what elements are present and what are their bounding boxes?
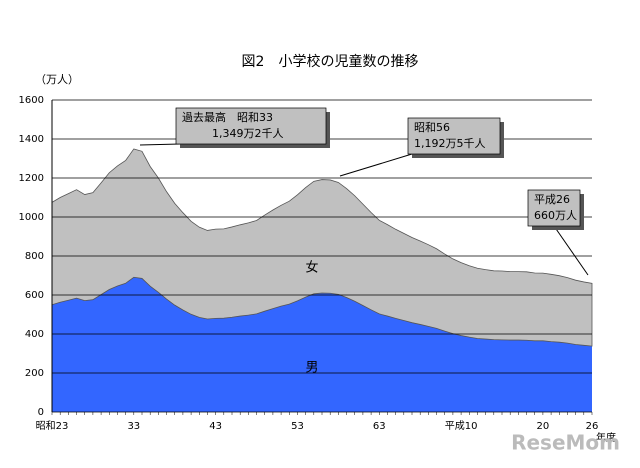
annotation-text: 平成26 bbox=[534, 193, 570, 206]
chart-title: 図2 小学校の児童数の推移 bbox=[242, 53, 419, 70]
arrow bbox=[139, 143, 181, 146]
x-tick-label: 33 bbox=[127, 421, 140, 432]
y-tick-label: 800 bbox=[25, 251, 44, 262]
y-tick-label: 1400 bbox=[19, 134, 44, 145]
y-tick-label: 1200 bbox=[19, 173, 44, 184]
annotation-text: 660万人 bbox=[534, 209, 577, 222]
arrow bbox=[553, 225, 589, 276]
annotation-text: 1,192万5千人 bbox=[414, 137, 486, 150]
annotation-text: 昭和56 bbox=[414, 121, 450, 134]
x-axis-label: 年度 bbox=[596, 431, 616, 444]
area bbox=[51, 148, 593, 347]
y-tick-label: 0 bbox=[38, 407, 44, 418]
x-tick-label: 63 bbox=[373, 421, 386, 432]
annotation-box bbox=[175, 107, 327, 145]
legend-entry: 女 bbox=[305, 260, 318, 276]
y-axis-label: （万人） bbox=[35, 73, 79, 86]
annotation-box bbox=[527, 189, 581, 227]
x-tick-label: 53 bbox=[291, 421, 304, 432]
y-tick-label: 1600 bbox=[19, 95, 44, 106]
area bbox=[52, 277, 592, 412]
x-tick-label: 昭和23 bbox=[36, 420, 69, 432]
watermark: ReseMom bbox=[511, 431, 620, 455]
y-tick-label: 200 bbox=[25, 368, 44, 379]
annotation-text: 過去最高 昭和33 bbox=[182, 110, 273, 124]
x-tick-label: 43 bbox=[209, 421, 222, 432]
y-tick-label: 1000 bbox=[19, 212, 44, 223]
y-tick-label: 600 bbox=[25, 290, 44, 301]
x-tick-label: 20 bbox=[537, 421, 550, 432]
legend-entry: 男 bbox=[305, 361, 318, 376]
x-tick-label: 平成10 bbox=[445, 420, 478, 432]
x-tick-label: 26 bbox=[586, 421, 599, 432]
annotation-box bbox=[407, 117, 501, 155]
y-tick-label: 400 bbox=[25, 329, 44, 340]
arrow bbox=[339, 153, 413, 177]
annotation-text: 1,349万2千人 bbox=[212, 127, 284, 140]
